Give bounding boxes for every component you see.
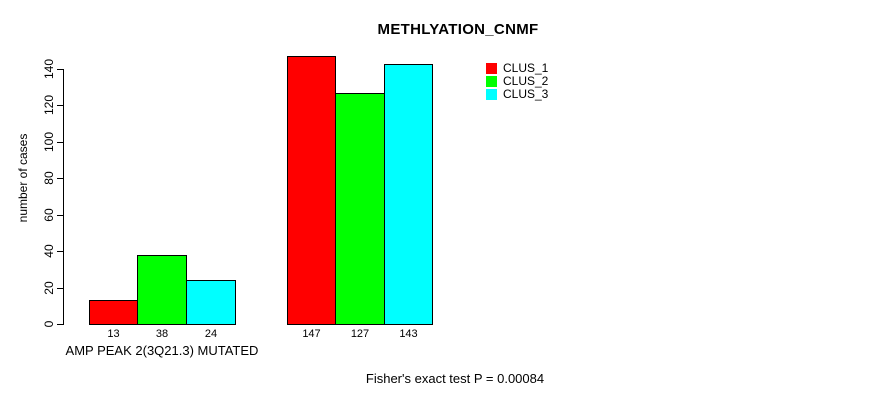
bar-clus_3-group2 bbox=[384, 64, 433, 325]
y-axis-tick-label: 120 bbox=[42, 94, 56, 116]
bar-clus_3-group1 bbox=[186, 280, 236, 325]
y-axis-tick-label: 40 bbox=[42, 244, 56, 258]
bar-value-label: 24 bbox=[204, 328, 218, 340]
fisher-test-annotation: Fisher's exact test P = 0.00084 bbox=[365, 371, 545, 386]
y-axis-tick bbox=[57, 69, 63, 70]
y-axis-line bbox=[63, 69, 64, 325]
bar-value-label: 147 bbox=[302, 328, 321, 340]
y-axis-tick bbox=[57, 142, 63, 143]
y-axis-tick bbox=[57, 288, 63, 289]
legend-item-clus_3: CLUS_3 bbox=[486, 88, 548, 101]
legend-label: CLUS_1 bbox=[503, 61, 549, 75]
y-axis-tick-label: 60 bbox=[42, 208, 56, 222]
y-axis-tick-label: 140 bbox=[42, 58, 56, 80]
bar-value-label: 143 bbox=[399, 328, 418, 340]
y-axis-tick bbox=[57, 178, 63, 179]
y-axis-tick bbox=[57, 215, 63, 216]
bar-value-label: 38 bbox=[155, 328, 169, 340]
x-group-label: AMP PEAK 2(3Q21.3) MUTATED bbox=[65, 343, 259, 358]
y-axis-tick bbox=[57, 324, 63, 325]
legend: CLUS_1 CLUS_2 CLUS_3 bbox=[486, 62, 548, 101]
y-axis-tick-label: 0 bbox=[42, 320, 56, 328]
chart-title: METHLYATION_CNMF bbox=[377, 21, 539, 38]
bar-value-label: 13 bbox=[107, 328, 120, 340]
legend-color-swatch bbox=[486, 76, 497, 87]
y-axis-tick bbox=[57, 251, 63, 252]
legend-color-swatch bbox=[486, 63, 497, 74]
legend-label: CLUS_2 bbox=[503, 74, 549, 88]
bar-clus_1-group2 bbox=[287, 56, 336, 325]
y-axis-label: number of cases bbox=[16, 133, 30, 223]
bar-clus_2-group1 bbox=[137, 255, 187, 325]
y-axis-tick bbox=[57, 105, 63, 106]
legend-color-swatch bbox=[486, 89, 497, 100]
bar-clus_2-group2 bbox=[335, 93, 385, 325]
legend-item-clus_1: CLUS_1 bbox=[486, 62, 548, 75]
legend-item-clus_2: CLUS_2 bbox=[486, 75, 548, 88]
y-axis-tick-label: 100 bbox=[42, 131, 56, 153]
bar-clus_1-group1 bbox=[89, 300, 138, 325]
y-axis-tick-label: 20 bbox=[42, 281, 56, 295]
legend-label: CLUS_3 bbox=[503, 87, 549, 101]
bar-value-label: 127 bbox=[350, 328, 370, 340]
y-axis-tick-label: 80 bbox=[42, 171, 56, 185]
